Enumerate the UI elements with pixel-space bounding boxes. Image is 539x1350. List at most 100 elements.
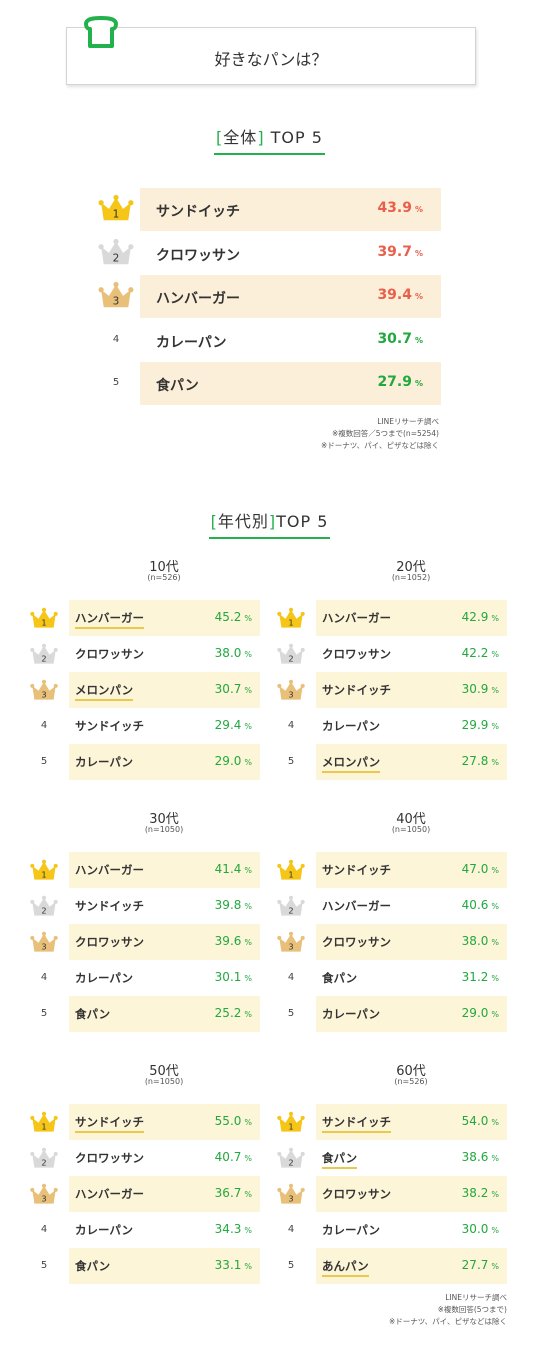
age-group-sample-size: (n=526) [147, 573, 181, 582]
percent-unit: % [244, 1190, 252, 1199]
age-row: クロワッサン 42.2% [316, 636, 507, 672]
item-percent: 42.2% [462, 646, 499, 660]
age-row: カレーパン 29.0% [69, 744, 260, 780]
percent-unit: % [414, 292, 423, 301]
age-row: クロワッサン 38.2% [316, 1176, 507, 1212]
crown-rank-number: 2 [288, 654, 293, 664]
crown-rank-number: 1 [288, 870, 293, 880]
item-name: サンドイッチ [75, 1114, 144, 1133]
item-name: ハンバーガー [156, 291, 240, 307]
overall-note: ※ドーナツ、パイ、ピザなどは除く [320, 441, 439, 450]
age-row: クロワッサン 38.0% [316, 924, 507, 960]
percent-value: 33.1 [214, 1258, 242, 1272]
percent-unit: % [414, 335, 423, 345]
age-note: ※複数回答(5つまで) [437, 1305, 507, 1314]
item-name: クロワッサン [75, 647, 144, 661]
percent-value: 29.0 [461, 1006, 489, 1020]
percent-value: 30.7 [377, 330, 412, 347]
age-group-title: 20代 [396, 560, 426, 575]
rank-number: 5 [40, 1008, 48, 1019]
percent-unit: % [244, 1262, 252, 1271]
silver-crown-icon: 2 [277, 643, 305, 664]
percent-value: 55.0 [214, 1114, 242, 1128]
percent-value: 40.7 [214, 1150, 242, 1164]
percent-unit: % [244, 650, 252, 659]
crown-rank-number: 2 [41, 654, 46, 664]
age-row: ハンバーガー 45.2% [69, 600, 260, 636]
percent-unit: % [414, 379, 423, 388]
rank-number: 4 [287, 972, 295, 983]
percent-unit: % [244, 614, 252, 623]
gold-crown-icon: 1 [277, 607, 305, 628]
age-group-sample-size: (n=526) [394, 1077, 428, 1086]
crown-rank-number: 3 [288, 690, 293, 700]
item-percent: 42.9% [462, 610, 499, 624]
item-name: カレーパン [156, 334, 227, 351]
item-name: サンドイッチ [156, 204, 240, 220]
item-percent: 39.4% [377, 287, 423, 303]
item-name: ハンバーガー [322, 611, 391, 625]
item-percent: 38.2% [462, 1186, 499, 1200]
age-row: ハンバーガー 36.7% [69, 1176, 260, 1212]
item-name: 食パン [322, 1150, 358, 1169]
percent-unit: % [491, 974, 499, 983]
percent-unit: % [244, 758, 252, 767]
item-name: サンドイッチ [322, 1114, 391, 1133]
age-group-sample-size: (n=1050) [144, 1077, 184, 1086]
crown-rank-number: 2 [288, 1158, 293, 1168]
age-heading: [年代別]TOP 5 [0, 508, 539, 539]
bronze-crown-icon: 3 [30, 1183, 58, 1204]
percent-value: 31.2 [461, 970, 489, 984]
gold-crown-icon: 1 [98, 194, 134, 221]
silver-crown-icon: 2 [30, 1147, 58, 1168]
percent-value: 30.9 [461, 682, 489, 696]
percent-unit: % [491, 1190, 499, 1199]
crown-rank-number: 3 [113, 296, 120, 308]
percent-unit: % [244, 938, 252, 947]
percent-value: 38.2 [461, 1186, 489, 1200]
silver-crown-icon: 2 [98, 238, 134, 264]
gold-crown-icon: 1 [30, 1111, 58, 1132]
gold-crown-icon: 1 [30, 859, 58, 880]
age-heading-rest: TOP 5 [276, 512, 329, 531]
item-percent: 45.2% [215, 610, 252, 624]
age-row: サンドイッチ 54.0% [316, 1104, 507, 1140]
age-note: LINEリサーチ調べ [445, 1293, 507, 1302]
rank-number: 4 [287, 720, 295, 731]
item-name: カレーパン [75, 971, 133, 985]
percent-unit: % [414, 205, 423, 214]
bronze-crown-icon: 3 [277, 679, 305, 700]
bronze-crown-icon: 3 [277, 1183, 305, 1204]
crown-rank-number: 3 [41, 942, 46, 952]
percent-value: 25.2 [214, 1006, 242, 1020]
percent-unit: % [244, 722, 252, 731]
percent-unit: % [244, 974, 252, 983]
percent-value: 30.7 [214, 682, 242, 696]
bread-icon [84, 16, 118, 48]
rank-number: 5 [287, 1008, 295, 1019]
age-row: 食パン 25.2% [69, 996, 260, 1032]
overall-heading-rest: TOP 5 [270, 128, 323, 147]
overall-row: ハンバーガー 39.4% [140, 275, 441, 318]
age-row: メロンパン 27.8% [316, 744, 507, 780]
percent-value: 42.2 [461, 646, 489, 660]
age-row: サンドイッチ 47.0% [316, 852, 507, 888]
item-name: ハンバーガー [75, 610, 144, 629]
age-heading-bracket-open: [ [210, 512, 218, 531]
item-percent: 43.9% [377, 200, 423, 216]
overall-heading-word: 全体 [223, 128, 258, 147]
percent-unit: % [244, 866, 252, 875]
rank-number: 5 [40, 756, 48, 767]
item-percent: 54.0% [462, 1114, 499, 1128]
crown-rank-number: 2 [41, 906, 46, 916]
crown-rank-number: 1 [113, 209, 120, 221]
item-name: クロワッサン [75, 1151, 144, 1165]
silver-crown-icon: 2 [277, 1147, 305, 1168]
item-name: 食パン [75, 1007, 111, 1021]
age-row: カレーパン 29.9% [316, 708, 507, 744]
item-percent: 36.7% [215, 1186, 252, 1200]
age-note: ※ドーナツ、パイ、ピザなどは除く [388, 1317, 507, 1326]
rank-number: 4 [40, 1224, 48, 1235]
percent-value: 27.8 [461, 754, 489, 768]
overall-note: LINEリサーチ調べ [377, 417, 439, 426]
